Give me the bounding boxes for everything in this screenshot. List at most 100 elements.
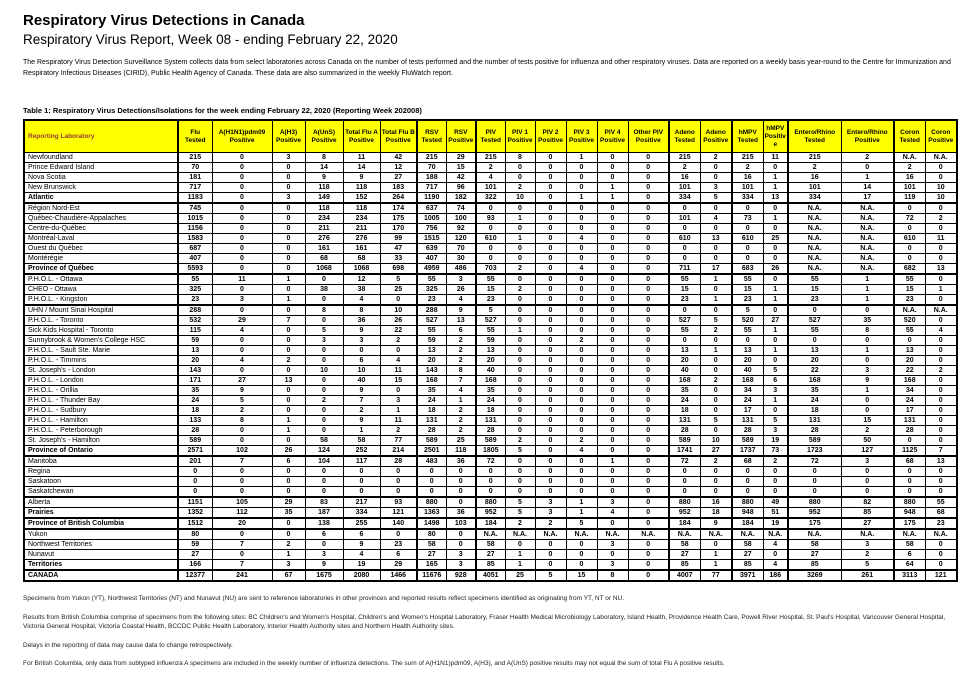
cell: 0 [379,486,418,498]
table-title: Table 1: Respiratory Virus Detections/Is… [23,106,422,115]
cell: 0 [211,476,273,487]
cell: 2 [304,395,344,406]
cell: 0 [565,559,598,571]
cell: 0 [304,273,344,285]
cell: 28 [475,425,506,436]
cell: 0 [475,476,506,487]
cell: 17 [840,192,895,204]
cell: 0 [699,486,733,498]
row-label: St. Joseph's - Hamilton [23,435,179,446]
cell: 1 [840,345,895,356]
cell: 13 [699,233,733,244]
table-row: Prince Edward Island 70 0 0 14 14 12 70 15 2 0 0 0 0 0… [23,162,958,173]
cell: 20 [893,355,926,366]
cell: 322 [475,192,506,204]
col-header: PIV 2 Positive [534,119,567,153]
cell: 27 [731,549,764,560]
cell: 2 [445,345,477,356]
cell: 288 [416,304,447,316]
cell: 59 [177,335,213,346]
cell: 12 [342,273,381,285]
cell: 15 [668,284,701,295]
cell: 119 [893,192,926,204]
cell: 261 [840,569,895,582]
table-row: Ouest du Québec 687 0 0 161 161 47 639 70 0 0 0 0 0 0 0… [23,243,958,254]
cell: 0 [668,202,701,214]
cell: 3 [445,549,477,560]
cell: 0 [596,253,629,264]
cell: 0 [445,476,477,487]
row-label: P.H.O.L. - Timmins [23,355,179,366]
cell: 15 [445,162,477,173]
cell: 0 [565,405,598,416]
cell: 0 [924,172,958,183]
cell: 3 [271,152,306,163]
cell: 2 [271,539,306,550]
cell: 0 [627,496,670,508]
cell: 104 [304,455,344,467]
row-label: Saskatchewan [23,486,179,498]
cell: 0 [596,213,629,224]
col-header: Adeno Positive [699,119,733,153]
cell: 241 [211,569,273,582]
cell: 0 [596,284,629,295]
cell: 0 [304,425,344,436]
cell: 0 [787,486,842,498]
cell: 8 [211,415,273,426]
cell: 13 [445,315,477,326]
cell: 3 [271,559,306,571]
cell: 0 [840,466,895,477]
cell: 40 [475,365,506,376]
cell: 24 [177,395,213,406]
cell: 948 [731,507,764,519]
cell: 11 [379,415,418,426]
cell: 35 [840,315,895,326]
cell: 483 [416,455,447,467]
cell: N.A. [840,213,895,224]
row-label: Province of Québec [23,263,179,275]
cell: 15 [379,375,418,386]
footnotes: Specimens from Yukon (YT), Northwest Ter… [23,594,963,669]
cell: 101 [475,182,506,193]
col-header: PIV 4 Positive [596,119,629,153]
cell: 0 [893,335,926,346]
cell: 0 [504,415,536,426]
cell: 2 [762,455,789,467]
cell: 7 [445,375,477,386]
cell: 124 [304,445,344,457]
cell: 13 [787,345,842,356]
cell: 1 [565,152,598,163]
cell: 47 [379,243,418,254]
cell: 0 [731,335,764,346]
cell: 55 [177,273,213,285]
cell: 0 [304,345,344,356]
cell: 7 [211,455,273,467]
cell: 0 [699,304,733,316]
cell: 8 [445,365,477,376]
cell: 5 [504,445,536,457]
table-row: Montréal-Laval 1583 0 0 276 276 99 1515 120 610 1 0… [23,233,958,244]
cell: 234 [304,213,344,224]
cell: 880 [475,496,506,508]
cell: 2 [445,415,477,426]
cell: 2501 [416,445,447,457]
cell: 2 [731,162,764,173]
cell: 2 [504,517,536,530]
cell: N.A. [840,233,895,244]
cell: 0 [534,375,567,386]
cell: 215 [787,152,842,163]
cell: 93 [475,213,506,224]
table-header-row: Reporting Laboratory Flu Tested A(H1N1)pdm… [23,119,958,153]
cell: 2 [893,162,926,173]
cell: 24 [893,395,926,406]
cell: N.A. [787,223,842,234]
cell: 0 [445,466,477,477]
row-label: Montérégie [23,253,179,264]
cell: 105 [211,496,273,508]
cell: 77 [379,435,418,446]
cell: 0 [445,539,477,550]
cell: 168 [893,375,926,386]
cell: 0 [762,476,789,487]
cell: 1068 [342,263,381,275]
cell: 1 [762,395,789,406]
